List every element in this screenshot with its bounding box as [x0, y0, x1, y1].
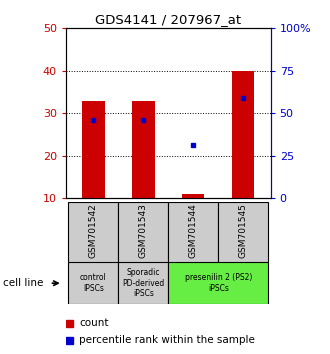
Bar: [132, 101, 154, 198]
Bar: [168, 262, 268, 304]
Text: cell line: cell line: [3, 278, 44, 288]
Bar: [218, 202, 268, 262]
Text: GSM701545: GSM701545: [239, 203, 248, 258]
Text: presenilin 2 (PS2)
iPSCs: presenilin 2 (PS2) iPSCs: [184, 274, 252, 293]
Text: percentile rank within the sample: percentile rank within the sample: [79, 335, 255, 345]
Title: GDS4141 / 207967_at: GDS4141 / 207967_at: [95, 13, 241, 26]
Text: Sporadic
PD-derived
iPSCs: Sporadic PD-derived iPSCs: [122, 268, 164, 298]
Bar: [118, 202, 168, 262]
Bar: [182, 194, 205, 198]
Bar: [66, 337, 73, 344]
Bar: [232, 71, 254, 198]
Text: count: count: [79, 318, 109, 328]
Text: GSM701544: GSM701544: [189, 203, 198, 258]
Text: control
IPSCs: control IPSCs: [80, 274, 107, 293]
Bar: [118, 262, 168, 304]
Text: GSM701542: GSM701542: [89, 203, 98, 258]
Bar: [66, 320, 73, 327]
Bar: [69, 202, 118, 262]
Text: GSM701543: GSM701543: [139, 203, 148, 258]
Bar: [168, 202, 218, 262]
Bar: [82, 101, 105, 198]
Bar: [69, 262, 118, 304]
